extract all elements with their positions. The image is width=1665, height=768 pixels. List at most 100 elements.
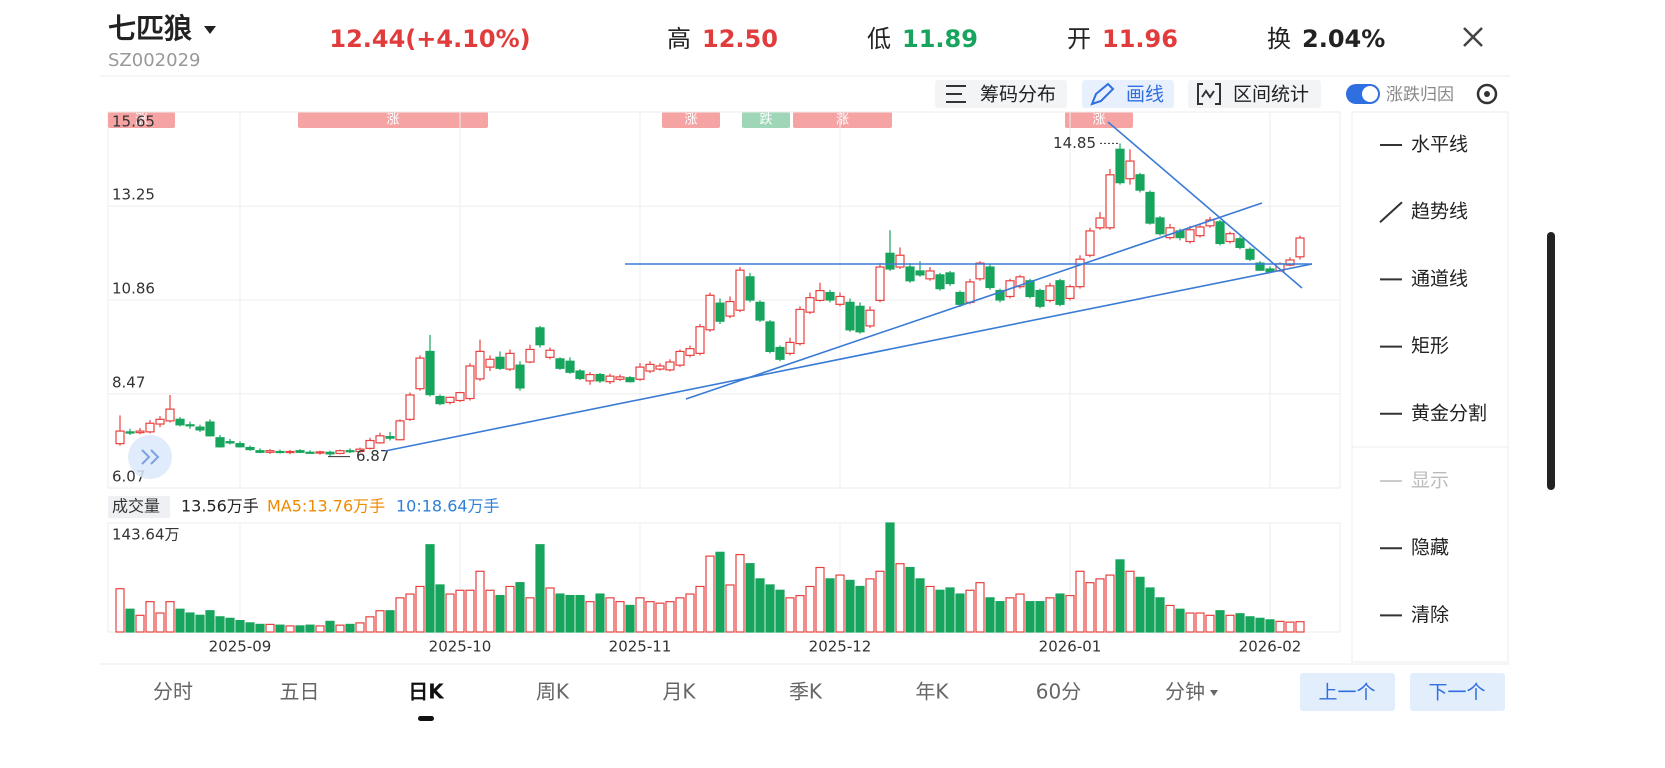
volume-current: 13.56万手 <box>181 497 259 516</box>
x-tick-label: 2025-10 <box>429 638 492 656</box>
candle-body <box>565 360 575 373</box>
volume-bar <box>585 601 595 633</box>
low-value: 11.89 <box>902 25 978 53</box>
volume-bar <box>1055 593 1065 633</box>
candle-body <box>975 262 985 280</box>
volume-bar <box>125 608 135 633</box>
tag <box>1065 112 1133 128</box>
candle-body <box>345 450 355 453</box>
chip-icon <box>946 85 966 103</box>
volume-bar <box>785 597 795 633</box>
candle-body <box>915 270 925 276</box>
candle-body <box>1285 259 1295 266</box>
volume-bar <box>1165 604 1175 633</box>
x-tick-label: 2025-09 <box>209 638 272 656</box>
prev-label[interactable]: 上一个 <box>1318 682 1375 704</box>
volume-bar <box>635 597 645 633</box>
price: 12.44(+4.10%) <box>329 25 530 53</box>
candle-body <box>165 408 175 422</box>
range-label[interactable]: 区间统计 <box>1233 84 1309 106</box>
volume-bar <box>115 588 125 633</box>
volume-bar <box>915 578 925 633</box>
volume-bar <box>675 597 685 633</box>
candle-body <box>335 450 345 455</box>
name-dropdown[interactable] <box>204 26 216 34</box>
period-tab[interactable]: 五日 <box>280 680 320 704</box>
tool-label[interactable]: 黄金分割 <box>1411 402 1487 424</box>
tag-label: 涨 <box>135 113 148 128</box>
candle-body <box>255 450 265 453</box>
volume-bar <box>1215 610 1225 633</box>
low-label: 低 <box>867 25 891 53</box>
candle-body <box>285 450 295 454</box>
candle-body <box>825 291 835 301</box>
candle-body <box>425 350 435 396</box>
period-tab[interactable]: 年K <box>915 680 949 704</box>
stock-name[interactable]: 七匹狼 <box>108 12 192 45</box>
volume-bar <box>195 614 205 633</box>
volume-bar <box>995 601 1005 633</box>
prev-button[interactable] <box>1300 673 1395 711</box>
y-tick-label: 10.86 <box>112 280 155 298</box>
volume-bar <box>1175 608 1185 633</box>
volume-bar <box>895 563 905 633</box>
next-label[interactable]: 下一个 <box>1428 682 1485 704</box>
volume-bar <box>175 608 185 633</box>
turnover-value: 2.04% <box>1302 25 1385 53</box>
candle-body <box>885 252 895 270</box>
volume-bar <box>985 597 995 633</box>
tool-label[interactable]: 矩形 <box>1411 335 1449 357</box>
tool-label[interactable]: 清除 <box>1411 604 1449 626</box>
period-tab[interactable]: 分钟 <box>1165 680 1205 704</box>
attribution-label[interactable]: 涨跌归因 <box>1386 85 1454 105</box>
candle-body <box>845 301 855 331</box>
high-marker: 14.85 <box>1053 134 1096 152</box>
volume-bar <box>975 582 985 633</box>
next-button[interactable] <box>1410 673 1505 711</box>
period-tab[interactable]: 月K <box>662 680 696 704</box>
candle-body <box>1235 238 1245 249</box>
candle-body <box>485 358 495 368</box>
candle-body <box>1295 237 1305 258</box>
volume-bar <box>875 570 885 633</box>
trend-line[interactable] <box>1107 121 1303 289</box>
close-button[interactable] <box>1463 27 1483 47</box>
settings-icon[interactable] <box>1476 83 1498 105</box>
candle-body <box>1195 226 1205 237</box>
scrollbar[interactable] <box>1547 232 1555 490</box>
candle-body <box>785 341 795 354</box>
candle-body <box>945 272 955 285</box>
tool-label[interactable]: 隐藏 <box>1411 537 1449 559</box>
trend-line[interactable] <box>384 263 1313 452</box>
candle-body <box>755 301 765 321</box>
chip-button[interactable] <box>935 80 1067 108</box>
volume-bar <box>885 522 895 633</box>
period-tab[interactable]: 周K <box>536 680 570 704</box>
volume-bar <box>1025 601 1035 633</box>
tool-label[interactable]: 趋势线 <box>1411 201 1468 223</box>
period-tab[interactable]: 日K <box>408 680 445 704</box>
draw-label[interactable]: 画线 <box>1126 84 1164 106</box>
candle-body <box>665 361 675 371</box>
period-tab[interactable]: 60分 <box>1036 680 1081 704</box>
volume-bar <box>725 584 735 633</box>
volume-bar <box>665 601 675 633</box>
trend-line[interactable] <box>685 202 1263 400</box>
chip-label[interactable]: 筹码分布 <box>980 84 1056 106</box>
range-button[interactable] <box>1188 80 1321 108</box>
candle-body <box>1145 191 1155 224</box>
y-tick-label: 13.25 <box>112 186 155 204</box>
candle-body <box>715 302 725 322</box>
period-tab[interactable]: 分时 <box>153 680 193 704</box>
open-value: 11.96 <box>1102 25 1178 53</box>
candle-body <box>215 437 225 448</box>
candle-body <box>445 396 455 404</box>
period-tab[interactable]: 季K <box>789 680 823 704</box>
turnover-label: 换 <box>1267 25 1291 53</box>
candle-body <box>705 294 715 331</box>
tool-label[interactable]: 水平线 <box>1411 134 1468 156</box>
candle-body <box>1075 258 1085 288</box>
candle-body <box>905 266 915 282</box>
trend-lines <box>384 121 1313 452</box>
tool-label[interactable]: 通道线 <box>1411 268 1468 290</box>
